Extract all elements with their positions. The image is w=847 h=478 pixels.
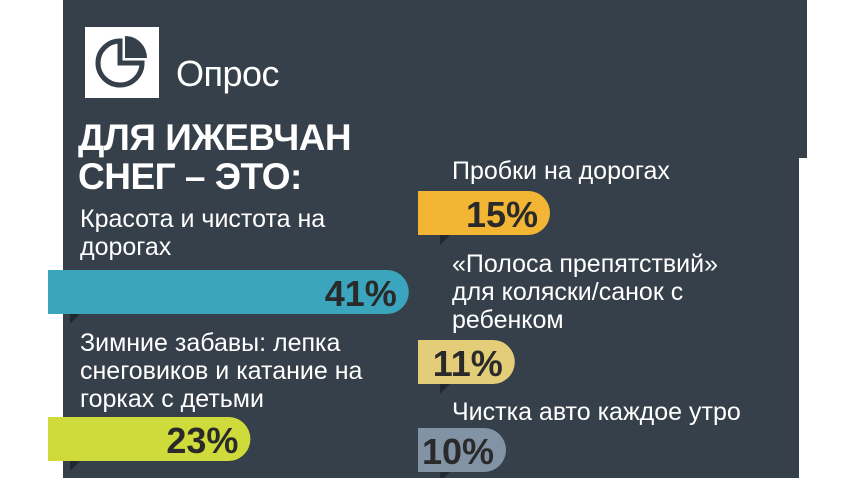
bar-1: 41% bbox=[48, 270, 409, 324]
bar-1-shape bbox=[48, 270, 409, 314]
bar-4-value-label: 11% bbox=[433, 343, 503, 384]
category-label-3: Пробки на дорогах bbox=[452, 157, 670, 185]
bar-5: 10% bbox=[418, 428, 506, 478]
chart-title: ДЛЯ ИЖЕВЧАН СНЕГ – ЭТО: bbox=[78, 117, 352, 197]
bar-3: 15% bbox=[418, 191, 550, 245]
category-label-5: Чистка авто каждое утро bbox=[452, 398, 741, 426]
bar-5-shape bbox=[418, 428, 506, 472]
poll-panel-edge bbox=[799, 0, 807, 158]
bar-2: 23% bbox=[48, 417, 251, 471]
pie-chart-icon bbox=[85, 27, 159, 98]
bar-2-shape bbox=[48, 417, 251, 461]
section-label: Опрос bbox=[176, 53, 280, 94]
poll-panel bbox=[63, 0, 799, 478]
bar-2-value-label: 23% bbox=[166, 420, 238, 461]
bar-3-shape bbox=[418, 191, 550, 235]
bar-5-value-label: 10% bbox=[422, 431, 494, 472]
category-label-2: Зимние забавы: лепка снеговиков и катани… bbox=[80, 329, 363, 413]
bar-4-shape bbox=[418, 340, 515, 384]
category-label-1: Красота и чистота на дорогах bbox=[80, 205, 326, 261]
bar-1-value-label: 41% bbox=[325, 273, 397, 314]
category-label-4: «Полоса препятствий» для коляски/санок с… bbox=[452, 250, 719, 334]
bar-3-value-label: 15% bbox=[466, 194, 538, 235]
bar-4: 11% bbox=[418, 340, 515, 394]
